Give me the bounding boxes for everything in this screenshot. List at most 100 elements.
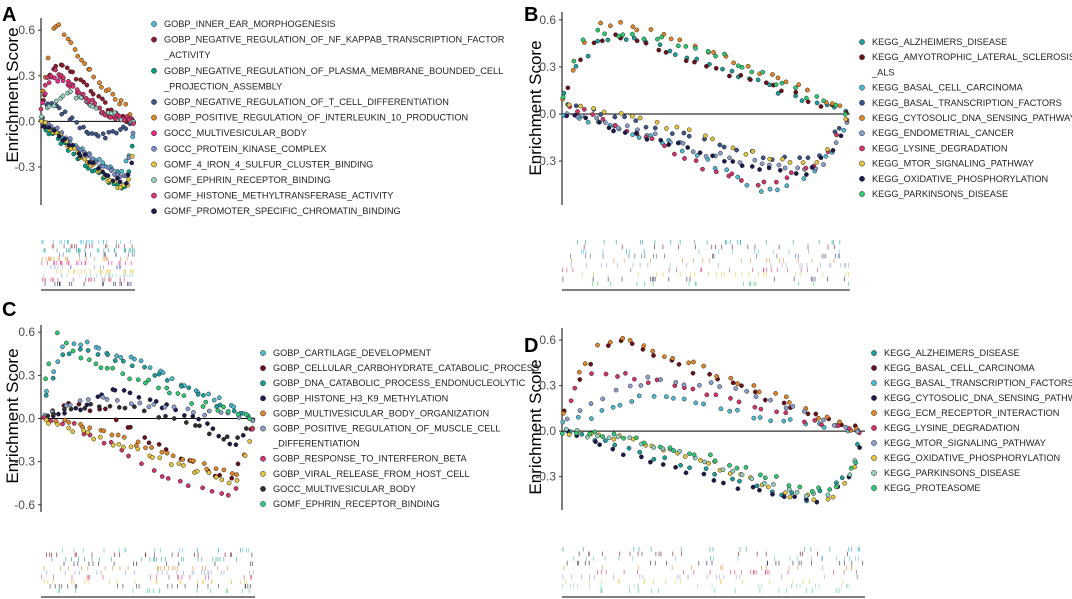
data-point bbox=[137, 400, 143, 406]
data-point bbox=[677, 37, 683, 43]
data-point bbox=[96, 404, 102, 410]
data-point bbox=[85, 430, 91, 435]
data-point bbox=[830, 148, 836, 153]
legend-entry: KEGG_CYTOSOLIC_DNA_SENSING_PATHWAY bbox=[872, 113, 1072, 123]
data-point bbox=[190, 413, 196, 419]
data-point bbox=[811, 497, 817, 503]
legend-key bbox=[859, 175, 865, 182]
data-point bbox=[110, 365, 115, 371]
data-point bbox=[78, 95, 84, 101]
data-point bbox=[714, 373, 719, 379]
data-point bbox=[60, 352, 66, 358]
legend-key bbox=[859, 54, 865, 61]
data-point bbox=[171, 404, 177, 410]
data-point bbox=[108, 115, 113, 120]
data-point bbox=[671, 395, 676, 401]
data-point bbox=[685, 145, 691, 150]
data-point bbox=[566, 102, 572, 108]
data-point bbox=[117, 113, 122, 119]
data-point bbox=[86, 98, 92, 103]
data-point bbox=[53, 98, 59, 104]
data-point bbox=[77, 346, 83, 352]
panel-b: B Enrichment Score 0.6 0.3 0.0 -0.3 KEGG_ALZHE… bbox=[524, 4, 1072, 291]
data-point bbox=[727, 73, 732, 79]
data-point bbox=[618, 19, 623, 25]
data-point bbox=[637, 449, 643, 455]
data-point bbox=[90, 97, 95, 103]
data-point bbox=[630, 24, 636, 30]
data-point bbox=[573, 103, 579, 109]
data-point bbox=[667, 445, 673, 451]
data-point bbox=[120, 358, 126, 364]
data-point bbox=[87, 425, 93, 431]
data-point bbox=[722, 51, 727, 57]
data-point bbox=[706, 460, 711, 466]
legend-key bbox=[151, 21, 157, 27]
data-point bbox=[671, 448, 676, 453]
data-point bbox=[668, 36, 674, 42]
data-point bbox=[183, 420, 189, 425]
data-point bbox=[735, 381, 740, 386]
series-gocc_protein_kinase_complex bbox=[40, 118, 136, 270]
data-point bbox=[175, 391, 181, 396]
data-point bbox=[588, 361, 594, 367]
data-point bbox=[818, 155, 824, 161]
data-point bbox=[737, 160, 743, 165]
data-point bbox=[821, 162, 826, 167]
legend-entry: GOMF_4_IRON_4_SULFUR_CLUSTER_BINDING bbox=[164, 159, 373, 169]
data-point bbox=[581, 107, 587, 112]
data-point bbox=[613, 387, 619, 393]
data-point bbox=[803, 493, 809, 499]
data-point bbox=[135, 377, 141, 383]
data-point bbox=[565, 85, 571, 91]
series-kegg_oxidative_phosphorylation bbox=[562, 112, 845, 282]
data-point bbox=[703, 133, 708, 139]
data-point bbox=[748, 77, 753, 82]
series-gomf_ephrin_receptor_binding bbox=[43, 330, 253, 593]
data-point bbox=[698, 457, 703, 463]
data-point bbox=[730, 145, 736, 151]
legend-key bbox=[260, 486, 266, 492]
data-point bbox=[757, 167, 762, 172]
data-point bbox=[784, 175, 790, 181]
data-point bbox=[74, 120, 80, 125]
data-point bbox=[739, 64, 745, 70]
legend-entry: KEGG_CYTOSOLIC_DNA_SENSING_PATHWAY bbox=[884, 393, 1072, 403]
data-point bbox=[229, 471, 235, 476]
data-point bbox=[225, 492, 231, 498]
legend-key bbox=[859, 99, 865, 106]
panel-label: D bbox=[524, 335, 538, 357]
data-point bbox=[663, 50, 669, 55]
series-kegg_basal_cell_carcinoma bbox=[561, 338, 858, 557]
legend-entry: GOBP_NEGATIVE_REGULATION_OF_T_CELL_DIFFE… bbox=[164, 97, 449, 107]
data-point bbox=[703, 153, 709, 159]
series-kegg_mtor_signaling_pathway bbox=[562, 374, 860, 580]
data-point bbox=[651, 445, 657, 450]
data-point bbox=[580, 37, 586, 43]
data-point bbox=[656, 47, 662, 53]
data-point bbox=[202, 412, 207, 418]
data-point bbox=[783, 79, 789, 85]
data-point bbox=[758, 189, 764, 194]
data-point bbox=[599, 408, 605, 413]
data-point bbox=[135, 446, 141, 452]
y-tick-label: 0.6 bbox=[18, 325, 35, 339]
data-point bbox=[90, 156, 96, 162]
legend-entry: GOBP_NEGATIVE_REGULATION_OF_NF_KAPPAB_TR… bbox=[164, 35, 505, 45]
data-point bbox=[713, 65, 719, 71]
data-point bbox=[735, 174, 741, 180]
data-point bbox=[93, 361, 99, 367]
legend-entry: KEGG_BASAL_CELL_CARCINOMA bbox=[872, 83, 1024, 93]
data-point bbox=[631, 35, 637, 41]
data-point bbox=[85, 397, 91, 402]
data-point bbox=[206, 391, 211, 397]
data-point bbox=[71, 151, 77, 157]
data-point bbox=[792, 494, 797, 500]
data-point bbox=[42, 91, 48, 97]
data-point bbox=[654, 119, 660, 125]
legend-entry: GOMF_EPHRIN_RECEPTOR_BINDING bbox=[164, 175, 331, 185]
data-point bbox=[110, 442, 116, 448]
data-point bbox=[641, 36, 647, 42]
data-point bbox=[618, 111, 624, 116]
data-point bbox=[102, 112, 108, 118]
